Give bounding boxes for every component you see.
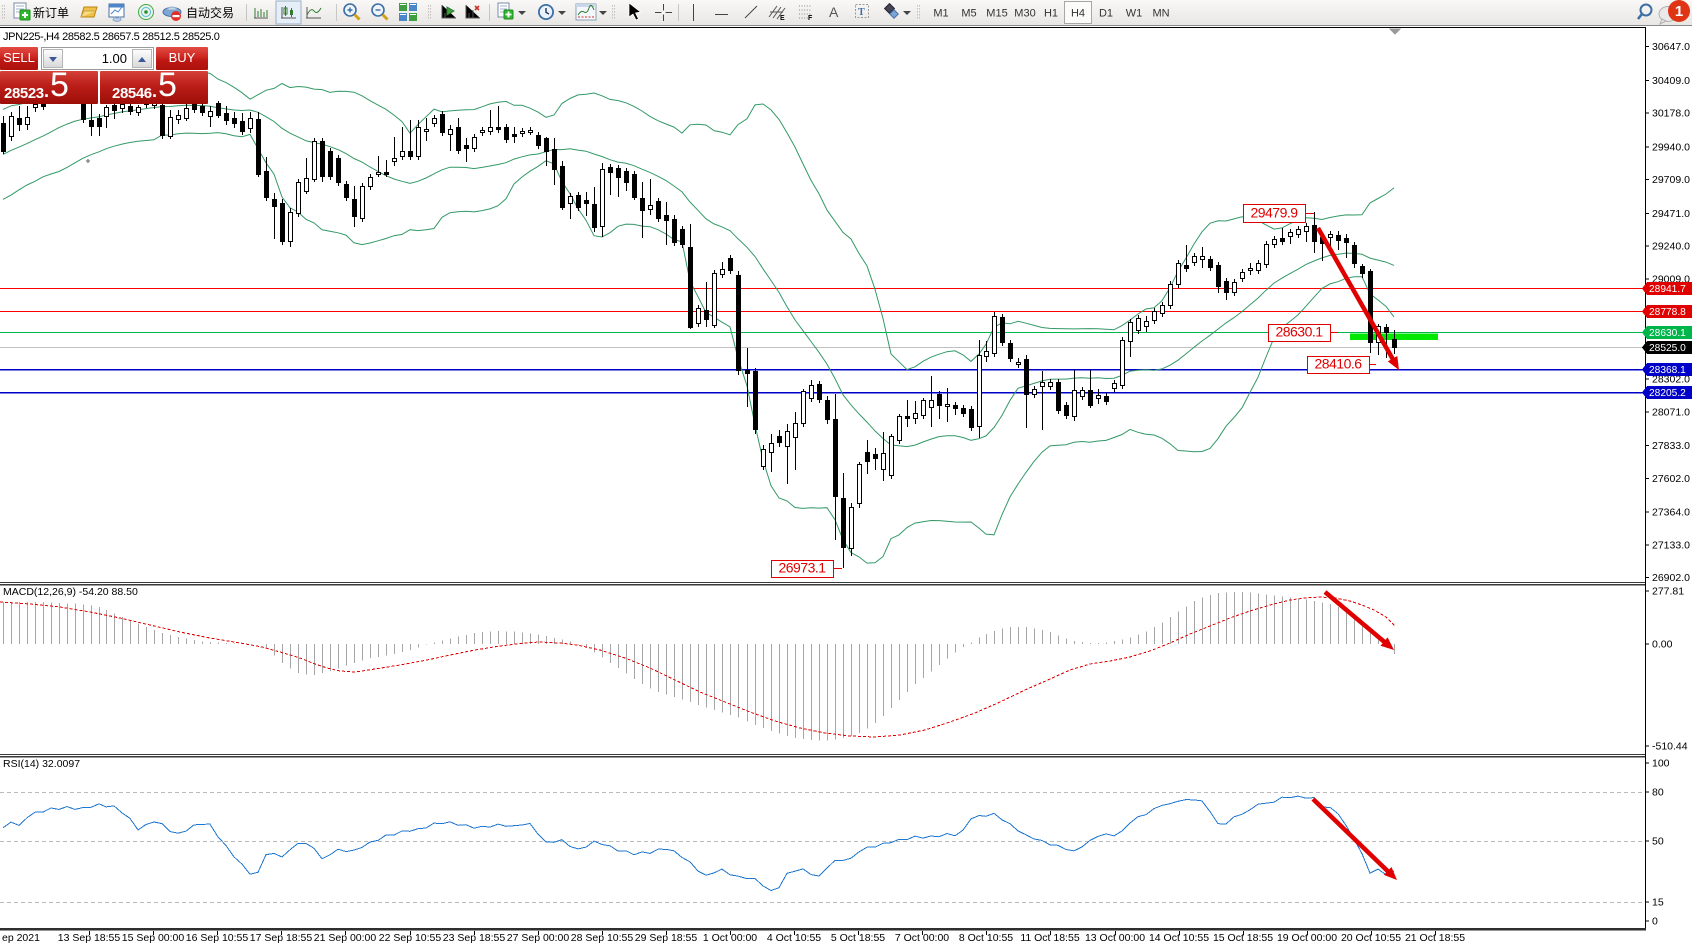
svg-text:80: 80 — [1652, 787, 1664, 799]
svg-text:29240.0: 29240.0 — [1652, 241, 1690, 253]
svg-text:50: 50 — [1652, 836, 1664, 848]
svg-text:1 Oct 00:00: 1 Oct 00:00 — [703, 932, 757, 944]
svg-text:JPN225-,H4 28582.5 28657.5 28: JPN225-,H4 28582.5 28657.5 28512.5 28525… — [3, 31, 220, 43]
svg-text:28630.1: 28630.1 — [1649, 328, 1686, 339]
svg-text:17 Sep 18:55: 17 Sep 18:55 — [250, 932, 313, 944]
svg-text:28778.8: 28778.8 — [1649, 307, 1686, 318]
svg-text:22 Sep 10:55: 22 Sep 10:55 — [379, 932, 442, 944]
svg-text:15 Sep 00:00: 15 Sep 00:00 — [122, 932, 185, 944]
svg-text:E: E — [780, 15, 785, 22]
svg-text:新订单: 新订单 — [33, 5, 69, 20]
svg-text:30178.0: 30178.0 — [1652, 108, 1690, 120]
svg-text:26902.0: 26902.0 — [1652, 572, 1690, 584]
svg-text:29709.0: 29709.0 — [1652, 174, 1690, 186]
svg-text:29 Sep 18:55: 29 Sep 18:55 — [635, 932, 698, 944]
svg-text:0.00: 0.00 — [1652, 639, 1673, 651]
svg-text:5 Oct 18:55: 5 Oct 18:55 — [831, 932, 885, 944]
svg-text:ep 2021: ep 2021 — [2, 932, 40, 944]
svg-text:29471.0: 29471.0 — [1652, 208, 1690, 220]
svg-text:F: F — [808, 15, 813, 22]
svg-text:M1: M1 — [933, 8, 948, 20]
svg-text:D1: D1 — [1099, 8, 1113, 20]
svg-text:20 Oct 10:55: 20 Oct 10:55 — [1341, 932, 1401, 944]
svg-text:277.81: 277.81 — [1652, 586, 1684, 598]
svg-text:7 Oct 00:00: 7 Oct 00:00 — [895, 932, 949, 944]
svg-text:30409.0: 30409.0 — [1652, 75, 1690, 87]
svg-text:28941.7: 28941.7 — [1649, 284, 1686, 295]
svg-text:26973.1: 26973.1 — [778, 560, 826, 576]
svg-text:27133.0: 27133.0 — [1652, 539, 1690, 551]
svg-text:23 Sep 18:55: 23 Sep 18:55 — [443, 932, 506, 944]
svg-text:M30: M30 — [1014, 8, 1035, 20]
svg-text:11 Oct 18:55: 11 Oct 18:55 — [1020, 932, 1080, 944]
svg-text:28302.0: 28302.0 — [1652, 374, 1690, 386]
svg-text:28630.1: 28630.1 — [1275, 324, 1323, 340]
svg-text:15 Oct 18:55: 15 Oct 18:55 — [1213, 932, 1273, 944]
svg-text:4 Oct 10:55: 4 Oct 10:55 — [767, 932, 821, 944]
svg-text:27602.0: 27602.0 — [1652, 473, 1690, 485]
svg-text:8 Oct 10:55: 8 Oct 10:55 — [959, 932, 1013, 944]
svg-text:30647.0: 30647.0 — [1652, 41, 1690, 53]
svg-text:28205.2: 28205.2 — [1649, 388, 1686, 399]
svg-text:27364.0: 27364.0 — [1652, 507, 1690, 519]
svg-text:19 Oct 00:00: 19 Oct 00:00 — [1277, 932, 1337, 944]
svg-text:29940.0: 29940.0 — [1652, 141, 1690, 153]
svg-text:MACD(12,26,9) -54.20 88.50: MACD(12,26,9) -54.20 88.50 — [3, 586, 138, 598]
svg-text:0: 0 — [1652, 916, 1658, 928]
svg-text:28410.6: 28410.6 — [1314, 356, 1362, 372]
svg-text:29479.9: 29479.9 — [1250, 205, 1298, 221]
svg-text:T: T — [858, 7, 865, 18]
svg-text:28071.0: 28071.0 — [1652, 406, 1690, 418]
svg-text:21 Sep 00:00: 21 Sep 00:00 — [314, 932, 377, 944]
svg-text:M5: M5 — [961, 8, 976, 20]
svg-text:W1: W1 — [1126, 8, 1143, 20]
svg-text:13 Sep 18:55: 13 Sep 18:55 — [58, 932, 121, 944]
svg-text:H4: H4 — [1071, 8, 1085, 20]
svg-text:MN: MN — [1152, 8, 1169, 20]
svg-text:100: 100 — [1652, 758, 1670, 770]
svg-text:1: 1 — [1675, 3, 1683, 20]
svg-text:28525.0: 28525.0 — [1649, 343, 1686, 354]
svg-text:28 Sep 10:55: 28 Sep 10:55 — [571, 932, 634, 944]
svg-text:21 Oct 18:55: 21 Oct 18:55 — [1405, 932, 1465, 944]
svg-text:16 Sep 10:55: 16 Sep 10:55 — [186, 932, 249, 944]
svg-text:A: A — [829, 4, 839, 20]
svg-text:27 Sep 00:00: 27 Sep 00:00 — [507, 932, 570, 944]
svg-text:27833.0: 27833.0 — [1652, 440, 1690, 452]
svg-text:自动交易: 自动交易 — [186, 5, 234, 20]
svg-text:14 Oct 10:55: 14 Oct 10:55 — [1149, 932, 1209, 944]
svg-text:M15: M15 — [986, 8, 1007, 20]
svg-text:H1: H1 — [1044, 8, 1058, 20]
svg-text:13 Oct 00:00: 13 Oct 00:00 — [1085, 932, 1145, 944]
svg-text:15: 15 — [1652, 897, 1664, 909]
svg-text:RSI(14) 32.0097: RSI(14) 32.0097 — [3, 758, 80, 770]
svg-text:-510.44: -510.44 — [1652, 741, 1688, 753]
svg-text:28368.1: 28368.1 — [1649, 365, 1686, 376]
